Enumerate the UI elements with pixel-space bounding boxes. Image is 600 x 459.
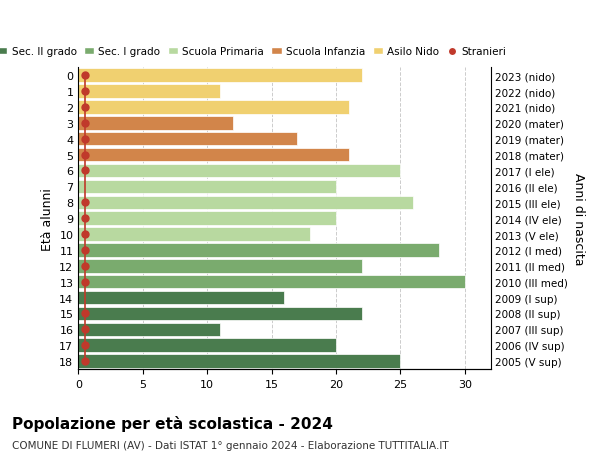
Bar <box>78 85 220 99</box>
Bar <box>78 117 233 130</box>
Text: Popolazione per età scolastica - 2024: Popolazione per età scolastica - 2024 <box>12 415 333 431</box>
Text: COMUNE DI FLUMERI (AV) - Dati ISTAT 1° gennaio 2024 - Elaborazione TUTTITALIA.IT: COMUNE DI FLUMERI (AV) - Dati ISTAT 1° g… <box>12 440 449 450</box>
Bar <box>78 259 362 273</box>
Bar <box>78 307 362 320</box>
Bar <box>78 180 336 194</box>
Bar <box>78 149 349 162</box>
Bar <box>78 164 400 178</box>
Bar <box>78 244 439 257</box>
Bar <box>78 339 336 352</box>
Bar <box>78 355 400 368</box>
Bar <box>78 275 465 289</box>
Legend: Sec. II grado, Sec. I grado, Scuola Primaria, Scuola Infanzia, Asilo Nido, Stran: Sec. II grado, Sec. I grado, Scuola Prim… <box>0 43 510 62</box>
Y-axis label: Età alunni: Età alunni <box>41 187 54 250</box>
Bar <box>78 133 298 146</box>
Bar <box>78 291 284 305</box>
Bar <box>78 101 349 114</box>
Bar <box>78 212 336 225</box>
Bar <box>78 69 362 83</box>
Bar <box>78 228 310 241</box>
Bar <box>78 323 220 336</box>
Bar <box>78 196 413 210</box>
Y-axis label: Anni di nascita: Anni di nascita <box>572 173 585 265</box>
